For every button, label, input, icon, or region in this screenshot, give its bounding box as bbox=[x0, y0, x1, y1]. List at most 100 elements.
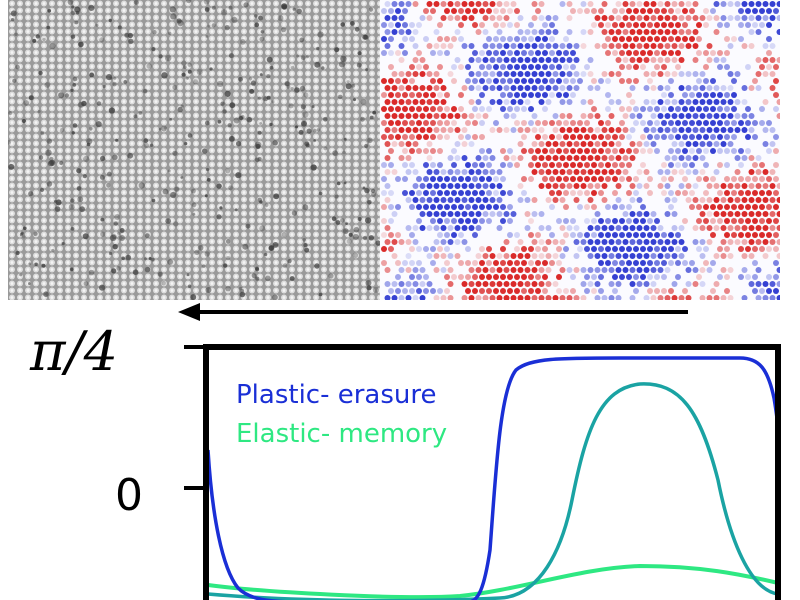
particle bbox=[451, 148, 457, 154]
particle bbox=[395, 260, 401, 266]
particle bbox=[426, 169, 433, 175]
particle bbox=[685, 99, 692, 105]
particle bbox=[668, 50, 674, 56]
defect-speck bbox=[72, 83, 77, 87]
particle bbox=[538, 239, 545, 245]
particle bbox=[510, 295, 517, 300]
particle bbox=[489, 169, 496, 175]
particle bbox=[675, 8, 681, 14]
particle bbox=[416, 22, 422, 28]
particle bbox=[496, 211, 503, 217]
particle bbox=[426, 85, 433, 91]
particle bbox=[577, 204, 583, 210]
particle bbox=[626, 36, 632, 42]
particle bbox=[423, 204, 429, 210]
particle bbox=[682, 36, 688, 42]
particle bbox=[542, 36, 548, 42]
defect-speck bbox=[196, 68, 203, 75]
particle bbox=[566, 113, 573, 119]
particle bbox=[563, 92, 569, 98]
particle bbox=[391, 99, 398, 105]
particle bbox=[552, 155, 559, 161]
defect-speck bbox=[235, 172, 242, 179]
particle bbox=[654, 36, 660, 42]
defect-speck bbox=[22, 235, 26, 239]
particle bbox=[671, 141, 678, 147]
particle bbox=[738, 232, 744, 238]
particle bbox=[706, 225, 713, 231]
particle bbox=[538, 141, 545, 147]
particle bbox=[647, 8, 653, 14]
defect-speck bbox=[96, 101, 102, 106]
particle bbox=[514, 92, 520, 98]
particle bbox=[594, 225, 601, 231]
particle bbox=[482, 183, 489, 189]
particle bbox=[433, 1, 440, 7]
defect-speck bbox=[192, 212, 196, 216]
particle bbox=[720, 113, 727, 119]
defect-speck bbox=[343, 181, 347, 185]
particle bbox=[668, 148, 674, 154]
particle bbox=[640, 36, 646, 42]
particle bbox=[545, 99, 552, 105]
particle bbox=[647, 260, 653, 266]
particle bbox=[629, 295, 636, 300]
particle bbox=[734, 155, 741, 161]
particle bbox=[664, 197, 671, 203]
particle bbox=[447, 211, 454, 217]
particle bbox=[605, 134, 611, 140]
particle bbox=[678, 183, 685, 189]
particle bbox=[622, 225, 629, 231]
defect-speck bbox=[205, 35, 209, 38]
particle bbox=[465, 204, 471, 210]
particle bbox=[734, 113, 741, 119]
particle bbox=[556, 190, 562, 196]
defect-speck bbox=[336, 181, 341, 186]
particle bbox=[724, 204, 730, 210]
particle bbox=[734, 71, 741, 77]
particle bbox=[615, 239, 622, 245]
particle bbox=[381, 120, 387, 126]
defect-speck bbox=[228, 185, 234, 191]
defect-speck bbox=[46, 25, 50, 30]
particle bbox=[391, 239, 398, 245]
particle bbox=[647, 148, 653, 154]
particle bbox=[573, 239, 580, 245]
particle bbox=[584, 8, 590, 14]
particle bbox=[678, 127, 685, 133]
particle bbox=[475, 267, 482, 273]
particle bbox=[752, 120, 758, 126]
particle bbox=[559, 253, 566, 259]
particle bbox=[458, 134, 464, 140]
particle bbox=[769, 15, 776, 21]
defect-speck bbox=[263, 96, 268, 102]
defect-speck bbox=[158, 127, 162, 131]
defect-speck bbox=[311, 105, 315, 109]
defect-speck bbox=[146, 63, 152, 69]
particle bbox=[381, 92, 387, 98]
particle bbox=[444, 176, 450, 182]
particle bbox=[503, 253, 510, 259]
particle bbox=[769, 295, 776, 300]
particle bbox=[664, 1, 671, 7]
particle bbox=[384, 113, 391, 119]
defect-speck bbox=[117, 231, 121, 235]
particle bbox=[405, 127, 412, 133]
defect-speck bbox=[88, 4, 95, 11]
defect-speck bbox=[86, 138, 93, 145]
particle bbox=[486, 8, 492, 14]
defect-speck bbox=[362, 34, 368, 40]
particle bbox=[517, 85, 524, 91]
particle bbox=[447, 239, 454, 245]
particle bbox=[661, 134, 667, 140]
defect-speck bbox=[23, 226, 27, 231]
particle bbox=[647, 134, 653, 140]
particle bbox=[675, 106, 681, 112]
particle bbox=[472, 218, 478, 224]
particle bbox=[703, 92, 709, 98]
particle bbox=[580, 99, 587, 105]
particle bbox=[654, 120, 660, 126]
defect-speck bbox=[8, 163, 15, 170]
order-parameter-plot: π/4 0 Plastic- erasure Elastic- memory bbox=[29, 303, 781, 600]
